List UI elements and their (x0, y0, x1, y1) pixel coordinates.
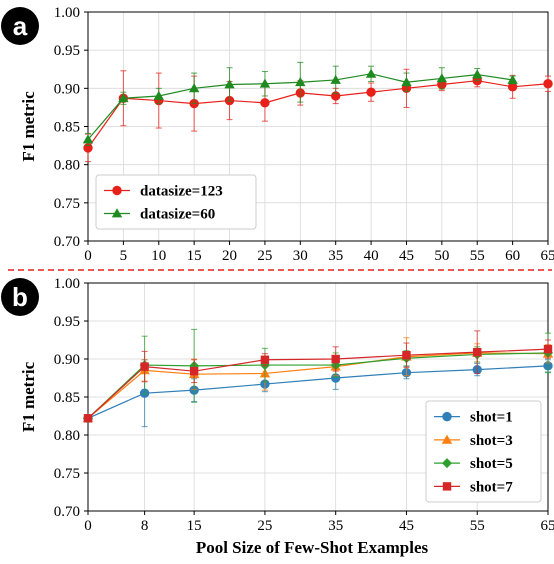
x-tick-label: 15 (187, 518, 202, 534)
series-line (87, 365, 549, 419)
x-tick-label: 20 (222, 248, 237, 264)
data-point (330, 74, 341, 84)
panel-letter: a (13, 11, 28, 41)
legend-marker (442, 482, 452, 491)
legend-label: shot=3 (470, 433, 513, 449)
data-point (366, 87, 376, 97)
panel-badge: b (1, 278, 39, 316)
x-tick-label: 0 (84, 518, 92, 534)
legend-label: shot=7 (470, 479, 513, 495)
data-point (402, 351, 411, 360)
x-tick-label: 35 (328, 248, 343, 264)
data-point (260, 98, 270, 108)
data-point (507, 74, 518, 84)
data-point (82, 134, 94, 144)
legend-marker (441, 434, 453, 444)
legend-marker (112, 185, 122, 196)
data-point (259, 78, 271, 88)
series-line (87, 348, 549, 419)
legend: shot=1 shot=3 shot=5 shot=7 (425, 400, 542, 503)
x-tick-label: 15 (187, 248, 202, 264)
y-axis-title: F1 metric (19, 361, 38, 432)
data-point (188, 83, 200, 93)
y-tick-label: 1.00 (54, 276, 80, 292)
legend-label: datasize=60 (140, 207, 215, 223)
y-tick-label: 0.85 (54, 390, 80, 406)
y-axis-title: F1 metric (19, 91, 38, 162)
y-tick-label: 0.95 (54, 314, 80, 330)
legend-label: shot=1 (470, 410, 513, 426)
x-tick-label: 55 (470, 248, 485, 264)
x-tick-label: 35 (328, 518, 343, 534)
data-point (543, 344, 553, 354)
y-tick-label: 0.70 (54, 234, 80, 250)
data-point (260, 355, 270, 364)
data-point (543, 79, 553, 89)
x-tick-label: 30 (293, 248, 308, 264)
y-tick-label: 0.80 (54, 428, 80, 444)
x-tick-label: 65 (541, 248, 554, 264)
data-point (401, 77, 412, 87)
legend-marker (442, 411, 452, 422)
data-point (436, 73, 448, 83)
legend-box (425, 400, 542, 503)
panel-badge-circle (1, 7, 39, 45)
y-tick-label: 0.95 (54, 43, 80, 59)
y-tick-label: 0.90 (54, 352, 80, 368)
legend-label: datasize=123 (140, 184, 223, 200)
data-point (331, 354, 340, 364)
data-point (295, 77, 306, 87)
data-point (140, 362, 149, 371)
y-tick-label: 0.75 (54, 196, 80, 212)
legend-marker (442, 458, 452, 469)
y-tick-label: 0.70 (54, 504, 80, 520)
x-tick-label: 60 (505, 248, 520, 264)
series-1 (82, 61, 518, 147)
series-line (87, 80, 549, 149)
x-tick-label: 0 (84, 248, 92, 264)
y-tick-label: 0.80 (54, 158, 80, 174)
y-tick-label: 0.85 (54, 120, 80, 136)
x-tick-label: 65 (541, 518, 554, 534)
x-tick-label: 5 (120, 248, 128, 264)
x-tick-label: 25 (257, 248, 272, 264)
x-tick-label: 8 (141, 518, 149, 534)
panel-badge-circle (1, 278, 39, 316)
series-3 (83, 330, 553, 423)
panel-badge: a (1, 7, 39, 45)
data-point (189, 366, 199, 376)
data-point (83, 414, 93, 423)
x-tick-label: 50 (434, 248, 449, 264)
series-line (87, 352, 549, 419)
chart-panel-a: 0 5 10 15 20 25 30 35 40 45 50 55 60 65 0.70 0.75 0.80 0.… (1, 5, 554, 264)
legend-marker (111, 208, 123, 218)
chart-panel-b: 0 8 15 25 35 45 55 65 0.70 0.75 0.80 0.85 0.90 0.95 1.… (1, 276, 554, 557)
data-point (472, 69, 483, 79)
series-line (87, 352, 549, 419)
data-point (365, 68, 377, 78)
data-point (224, 79, 235, 89)
x-tick-label: 45 (399, 248, 414, 264)
y-tick-label: 1.00 (54, 5, 80, 21)
legend-box (95, 174, 257, 230)
x-tick-label: 25 (257, 518, 272, 534)
x-tick-label: 45 (399, 518, 414, 534)
panel-letter: b (12, 282, 28, 312)
series-0 (83, 68, 553, 163)
x-tick-label: 10 (151, 248, 166, 264)
y-tick-label: 0.75 (54, 466, 80, 482)
data-point (118, 93, 129, 103)
legend: datasize=123 datasize=60 (95, 174, 257, 230)
legend-label: shot=5 (470, 456, 513, 472)
data-point (473, 347, 482, 357)
x-tick-label: 40 (364, 248, 379, 264)
y-tick-label: 0.90 (54, 81, 80, 97)
x-tick-label: 55 (470, 518, 485, 534)
data-point (153, 90, 164, 100)
x-axis-title: Pool Size of Few-Shot Examples (196, 538, 429, 557)
